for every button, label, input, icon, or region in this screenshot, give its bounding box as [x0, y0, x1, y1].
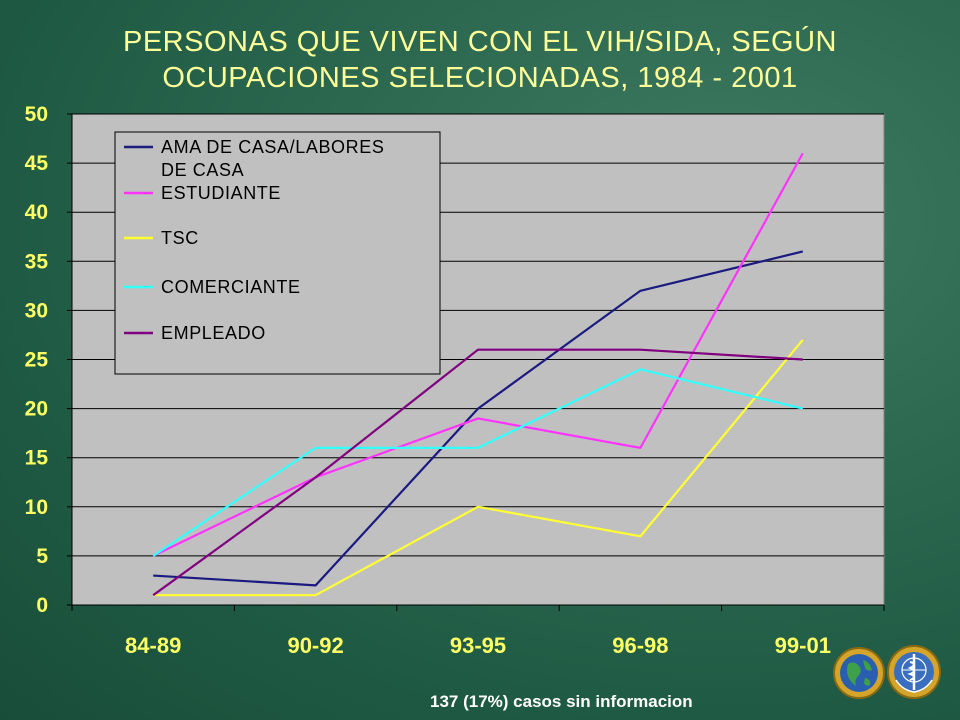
y-tick-label: 0 [36, 594, 48, 617]
series-line-comerciante [152, 368, 804, 557]
y-tick-label: 10 [25, 496, 48, 519]
x-axis-ticks: 84-89 90-92 93-95 96-98 99-01 [71, 605, 885, 658]
legend-label: ESTUDIANTE [161, 183, 281, 203]
y-axis-ticks: 0 5 10 15 20 25 30 35 40 45 50 [25, 103, 72, 617]
chart-title-line-1: PERSONAS QUE VIVEN CON EL VIH/SIDA, SEGÚ… [123, 26, 837, 58]
legend: AMA DE CASA/LABORES DE CASA ESTUDIANTE TSC C… [114, 131, 441, 375]
series-line-estudiante [152, 152, 804, 557]
y-tick-label: 15 [25, 447, 49, 470]
legend-label: TSC [161, 228, 199, 248]
legend-label: DE CASA [161, 160, 244, 180]
series-line-tsc [153, 339, 804, 597]
legend-label: EMPLEADO [161, 323, 266, 343]
y-tick-label: 5 [36, 545, 48, 568]
x-tick-label: 96-98 [612, 633, 668, 658]
x-tick-label: 90-92 [287, 633, 343, 658]
x-tick-label: 93-95 [450, 633, 506, 658]
health-organization-emblem-icon [887, 645, 941, 699]
series-line-empleado [152, 348, 803, 597]
x-tick-label: 99-01 [775, 633, 831, 658]
legend-label: AMA DE CASA/LABORES [161, 137, 384, 157]
y-tick-label: 20 [25, 398, 48, 421]
globe-icon [833, 647, 885, 699]
chart-title-line-2: OCUPACIONES SELECIONADAS, 1984 - 2001 [162, 62, 798, 94]
y-tick-label: 25 [25, 349, 49, 372]
y-tick-label: 30 [25, 299, 48, 322]
legend-box [114, 131, 441, 375]
series-line-ama-de-casa-labores-de-casa [153, 250, 804, 587]
y-tick-label: 45 [25, 152, 49, 175]
y-tick-label: 40 [25, 201, 48, 224]
legend-label: COMERCIANTE [161, 277, 301, 297]
series-lines [152, 152, 804, 597]
x-tick-label: 84-89 [125, 633, 181, 658]
footnote: 137 (17%) casos sin informacion [430, 692, 693, 711]
y-tick-label: 35 [25, 250, 49, 273]
y-tick-label: 50 [25, 103, 48, 126]
